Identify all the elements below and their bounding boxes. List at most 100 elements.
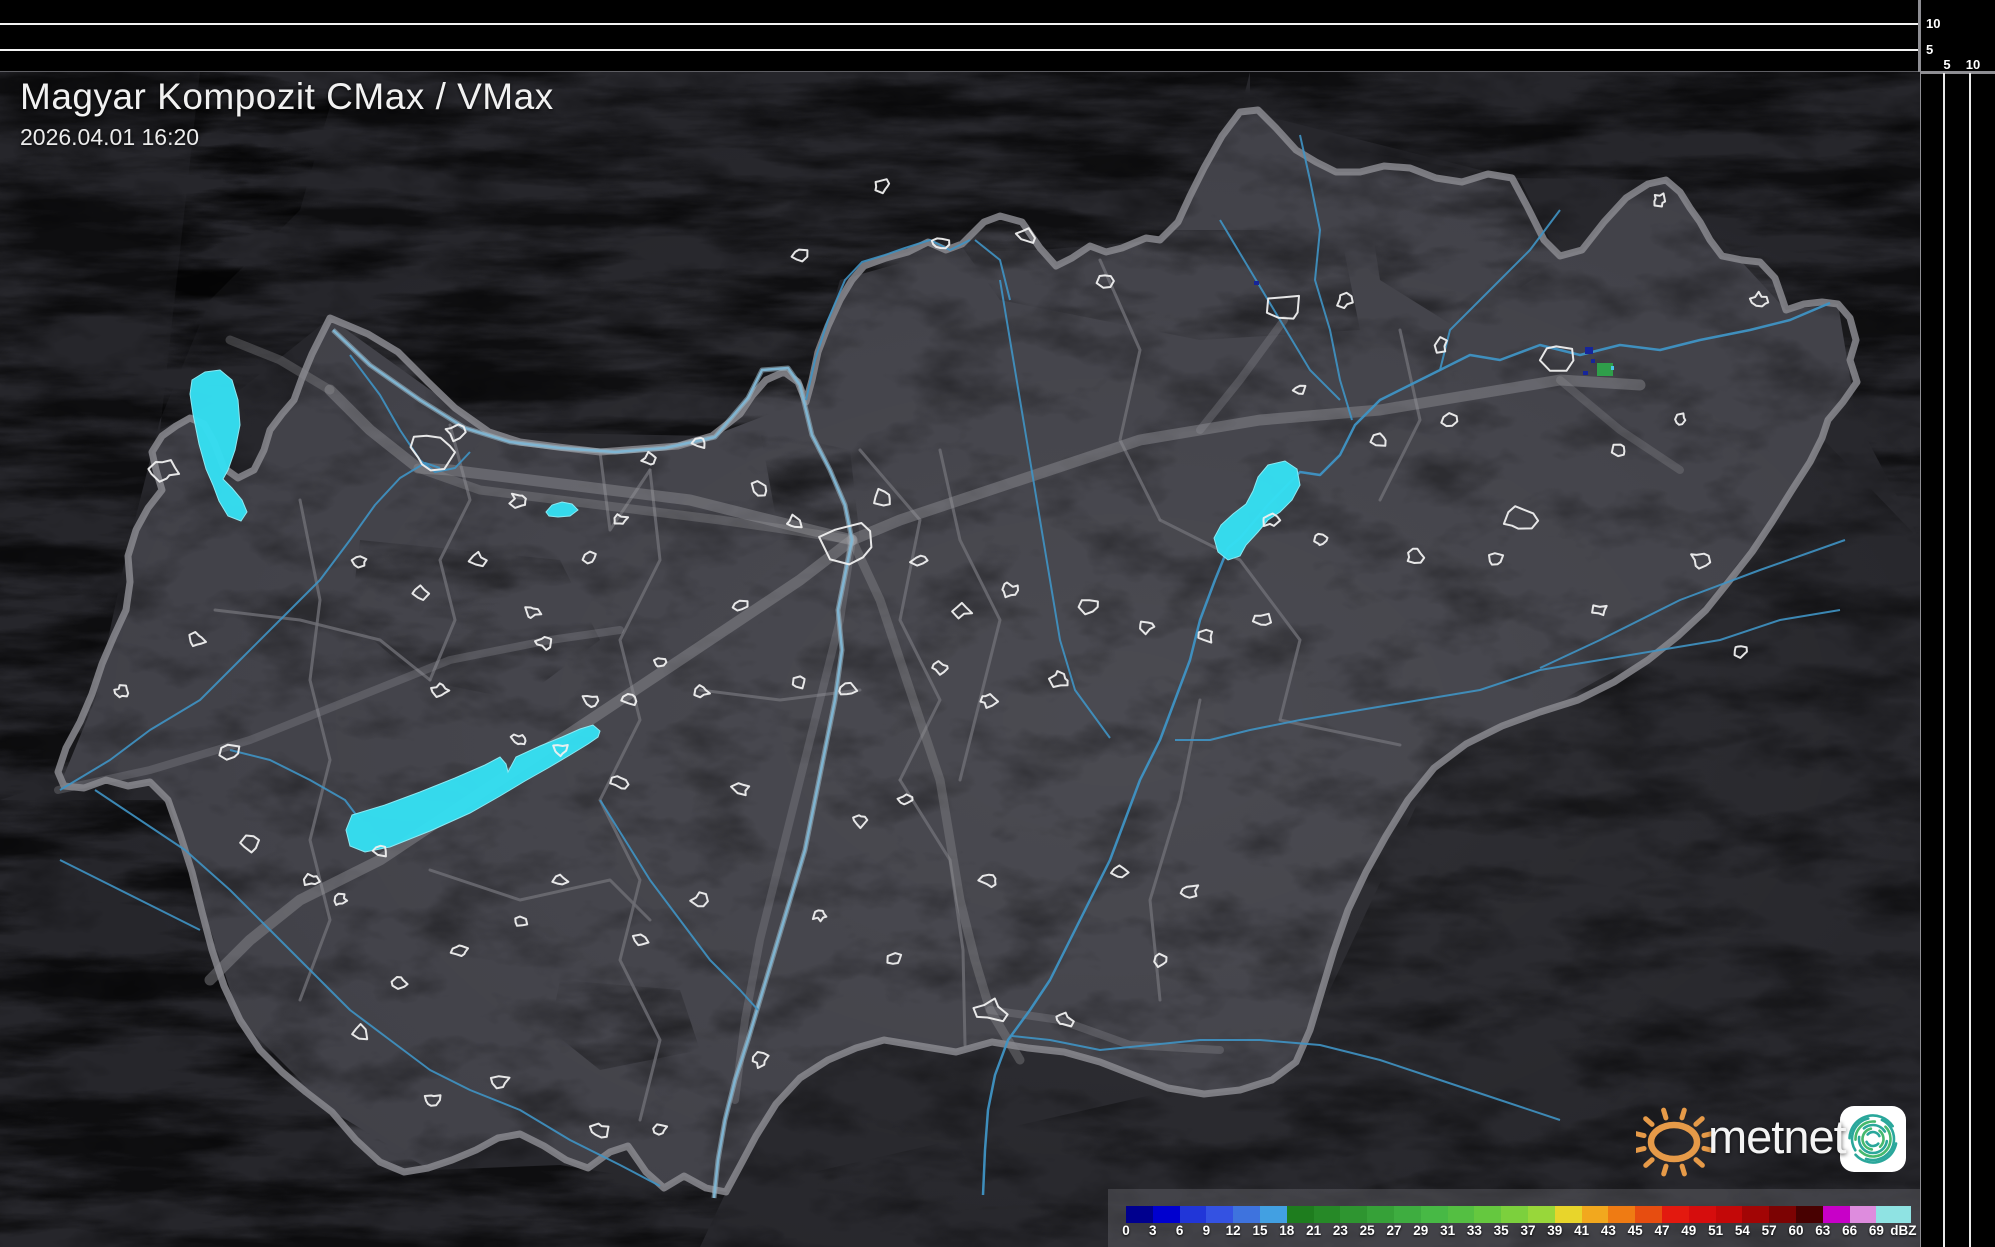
legend-tick-29: 29 <box>1413 1223 1429 1238</box>
legend-cell-12 <box>1447 1206 1475 1223</box>
town-outline <box>790 248 809 263</box>
legend-tick-47: 47 <box>1654 1223 1670 1238</box>
town-outline <box>581 550 597 565</box>
town-outline <box>977 873 997 889</box>
legend-tick-33: 33 <box>1466 1223 1482 1238</box>
legend-tick-3: 3 <box>1149 1223 1157 1238</box>
town-outline <box>1591 604 1608 617</box>
town-outline <box>640 450 657 466</box>
legend-tick-49: 49 <box>1681 1223 1697 1238</box>
town-outline <box>351 1023 369 1041</box>
legend-cell-24 <box>1769 1206 1797 1223</box>
town-outline <box>147 459 181 483</box>
town-outline <box>838 681 859 696</box>
town-outline <box>1488 552 1505 566</box>
legend-cell-7 <box>1313 1206 1341 1223</box>
town-outline <box>1313 532 1329 547</box>
town-outline <box>524 606 543 619</box>
page-title: Magyar Kompozit CMax / VMax <box>20 76 554 117</box>
radar-echo <box>1591 359 1595 363</box>
town-outline <box>852 814 869 830</box>
town-outline <box>1077 599 1099 616</box>
legend-cell-28 <box>1876 1206 1912 1223</box>
town-outline <box>430 682 451 698</box>
legend-tick-12: 12 <box>1225 1223 1241 1238</box>
town-outline <box>731 599 749 612</box>
town-outline <box>1502 505 1540 530</box>
right-profile-gridline-10 <box>1969 73 1971 1247</box>
legend-cell-18 <box>1608 1206 1636 1223</box>
town-outline <box>423 1094 442 1107</box>
town-outline <box>514 915 529 927</box>
town-outline <box>534 635 553 651</box>
town-outline <box>791 675 806 690</box>
town-outline <box>489 1075 511 1090</box>
top-profile-label-5: 5 <box>1926 42 1934 57</box>
town-outline <box>1095 274 1115 289</box>
legend-tick-21: 21 <box>1306 1223 1322 1238</box>
legend-cell-11 <box>1420 1206 1449 1223</box>
metnet-logo: metnet <box>1632 1098 1928 1180</box>
town-outline <box>588 1122 610 1139</box>
town-outline <box>786 513 803 529</box>
town-outline <box>551 873 570 886</box>
town-outline <box>333 892 349 906</box>
town-outline <box>1653 192 1667 208</box>
right-strip-divider <box>1920 71 1995 74</box>
town-outline <box>449 944 470 957</box>
radar-echoes <box>1254 281 1614 376</box>
lakes <box>189 369 1301 853</box>
town-outline <box>951 601 974 620</box>
legend-cell-20 <box>1662 1206 1690 1223</box>
legend-cell-9 <box>1367 1206 1395 1223</box>
town-outline <box>302 872 321 886</box>
legend-cell-14 <box>1501 1206 1529 1223</box>
town-outline <box>750 480 768 497</box>
town-outline <box>1690 552 1712 570</box>
town-outline <box>509 733 527 746</box>
legend-unit: dBZ <box>1890 1223 1917 1238</box>
legend-cell-23 <box>1742 1206 1770 1223</box>
town-outline <box>631 933 650 947</box>
town-outline <box>896 793 914 806</box>
town-outline <box>390 976 409 990</box>
town-outline <box>1406 547 1426 564</box>
legend-cell-10 <box>1394 1206 1422 1223</box>
town-outlines <box>113 178 1770 1139</box>
logo-wordmark: metnet <box>1708 1110 1847 1163</box>
legend-cell-13 <box>1474 1206 1502 1223</box>
radar-echo <box>1611 366 1614 370</box>
town-outline <box>613 513 630 525</box>
legend-tick-69: 69 <box>1868 1223 1884 1238</box>
town-outline <box>979 693 1000 709</box>
town-outline <box>467 550 488 568</box>
town-outline <box>874 178 891 195</box>
top-profile-gridline-5 <box>0 49 1918 51</box>
town-outline <box>693 684 711 699</box>
legend-tick-41: 41 <box>1574 1223 1590 1238</box>
town-outline <box>609 775 630 790</box>
legend-tick-45: 45 <box>1627 1223 1643 1238</box>
legend-tick-23: 23 <box>1332 1223 1348 1238</box>
town-outline <box>1110 864 1130 879</box>
town-outline <box>411 584 431 601</box>
radar-echo <box>1597 363 1613 376</box>
town-outline <box>930 237 951 250</box>
legend-cell-21 <box>1688 1206 1717 1223</box>
town-outline <box>508 492 527 509</box>
county-borders <box>213 258 1422 1122</box>
legend-cell-19 <box>1635 1206 1663 1223</box>
town-outline <box>552 744 569 758</box>
radar-echo <box>1583 371 1588 375</box>
sun-icon <box>1632 1107 1716 1177</box>
town-outline <box>218 743 241 761</box>
legend-cell-2 <box>1179 1206 1207 1223</box>
legend-tick-37: 37 <box>1520 1223 1536 1238</box>
legend-cell-25 <box>1796 1206 1824 1223</box>
town-outline <box>730 782 751 797</box>
legend-tick-25: 25 <box>1359 1223 1375 1238</box>
town-outline <box>818 522 873 566</box>
right-profile-gridline-5 <box>1943 73 1945 1247</box>
hungary-radar-map <box>0 72 1920 1247</box>
